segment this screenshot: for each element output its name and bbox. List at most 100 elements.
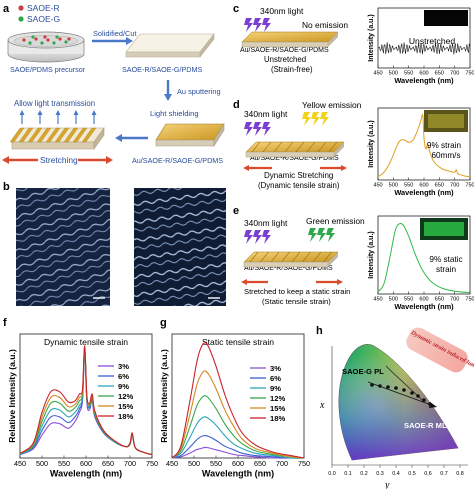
- panel-g-series-15%: [171, 370, 305, 459]
- panel-f-legend-label: 15%: [118, 402, 133, 411]
- yellow-emission-icon: [311, 112, 320, 126]
- panel-e-tick-label: 600: [419, 297, 428, 303]
- uv-light-icon: [244, 122, 253, 136]
- panel-g-series-12%: [171, 395, 305, 459]
- green-emission-icon: [308, 228, 317, 242]
- crack-line: [312, 251, 322, 263]
- particle-dot: [67, 37, 71, 41]
- sputter-label: Au sputtering: [177, 87, 221, 96]
- uv-light-icon: [262, 18, 271, 32]
- panel-c-tick-label: 700: [450, 71, 459, 77]
- panel-h: h Dynamic strain induced luminescence SA…: [316, 325, 474, 489]
- crack-line: [281, 251, 290, 263]
- panel-d-xlabel: Wavelength (nm): [394, 188, 454, 197]
- uv-light-icon: [262, 230, 271, 244]
- panel-c-tick-label: 650: [435, 71, 444, 77]
- panel-d-state: Dynamic Stretching: [264, 171, 333, 180]
- uv-light-icon: [253, 18, 262, 32]
- panel-g-tick-label: 750: [298, 459, 310, 468]
- pdms-layer: [245, 151, 335, 158]
- panel-f-tick-label: 750: [146, 459, 158, 468]
- panel-b-letter: b: [3, 181, 10, 193]
- gold-stripe: [54, 127, 70, 143]
- panel-e-tick-label: 650: [435, 297, 444, 303]
- panel-e-tick-label: 450: [373, 297, 382, 303]
- panel-e-tick-label: 500: [389, 297, 398, 303]
- saoe-g-dot: [18, 16, 24, 22]
- crack-line: [323, 251, 332, 263]
- panel-g-legend-label: 9%: [270, 384, 281, 393]
- panel-f-xlabel: Wavelength (nm): [50, 468, 122, 478]
- legend-saoe-r: SAOE-R: [27, 3, 60, 13]
- particle-dot: [55, 35, 59, 39]
- panel-g-tick-label: 550: [210, 459, 222, 468]
- panel-f-tick-label: 650: [102, 459, 114, 468]
- crack-line: [262, 141, 272, 153]
- panel-d-device: Au/SAOE-R/SAOE-G/PDMS: [250, 155, 339, 162]
- panel-e-plot: 450 500 550 600 650 700 750 Wavelength (nm) Inte…: [368, 215, 474, 311]
- panel-f-legend-label: 3%: [118, 362, 129, 371]
- crack-line: [270, 251, 280, 263]
- panel-c-schematic: c 340nm light No emission Au/SAOE-R/SAOE…: [233, 3, 348, 74]
- cie-trend-arrow: [367, 381, 435, 407]
- gold-stripe: [18, 127, 34, 143]
- crack-line: [249, 251, 259, 263]
- panel-c-light: 340nm light: [260, 6, 304, 16]
- yellow-emission-icon: [302, 112, 311, 126]
- panel-g-tick-label: 650: [254, 459, 266, 468]
- crack-line: [284, 141, 294, 153]
- panel-c-xlabel: Wavelength (nm): [394, 76, 454, 85]
- transmission-arrows: [19, 110, 97, 124]
- crack-line: [251, 141, 261, 153]
- panel-c-letter: c: [233, 3, 239, 15]
- panel-g-legend-label: 3%: [270, 364, 281, 373]
- panel-e-series-line: [377, 222, 471, 294]
- film-label: SAOE-R/SAOE-G/PDMS: [122, 65, 202, 74]
- panel-d-tick-label: 700: [450, 183, 459, 189]
- panel-d-tick-label: 600: [419, 183, 428, 189]
- panel-d-tick-label: 750: [465, 183, 474, 189]
- cie-x-tick-label: 0.6: [424, 471, 432, 477]
- green-emission-icon: [317, 228, 326, 242]
- panel-d-letter: d: [233, 99, 240, 111]
- panel-e-tick-label: 550: [404, 297, 413, 303]
- cie-point: [410, 391, 414, 395]
- panel-g-legend-label: 18%: [270, 414, 285, 423]
- gold-stripe: [27, 127, 43, 143]
- petri-dish: [7, 31, 85, 63]
- cie-x-tick-label: 0.0: [328, 471, 336, 477]
- panel-g-tick-label: 700: [276, 459, 288, 468]
- panel-c-emission: No emission: [302, 20, 348, 30]
- uv-light-icon: [253, 122, 262, 136]
- particle-dot: [31, 35, 35, 39]
- panel-d-tick-label: 450: [373, 183, 382, 189]
- pdms-layer: [241, 41, 329, 48]
- panel-c-series-line: [377, 42, 471, 55]
- panel-d-tick-label: 650: [435, 183, 444, 189]
- panel-c-tick-label: 450: [373, 71, 382, 77]
- panel-d-plot-label2: 60mm/s: [431, 151, 460, 160]
- panel-c-ylabel: Intensity (a.u.): [368, 14, 375, 61]
- panel-e-light: 340nm light: [244, 218, 288, 228]
- cie-point: [386, 385, 390, 389]
- cie-point: [416, 394, 420, 398]
- panel-d-ylabel: Intensity (a.u.): [368, 120, 375, 167]
- gold-film: [155, 122, 225, 148]
- panel-f-series-18%: [19, 345, 153, 456]
- gold-stripe: [63, 127, 79, 143]
- gold-layer: [243, 251, 339, 263]
- saoe-r-dot: [18, 5, 24, 11]
- panel-c-tick-label: 750: [465, 71, 474, 77]
- panel-e-letter: e: [233, 205, 239, 217]
- panel-g-tick-label: 450: [166, 459, 178, 468]
- gold-layer: [245, 141, 345, 153]
- gold-stripe: [36, 127, 52, 143]
- sem-image-right: [134, 188, 226, 306]
- panel-c-tick-label: 500: [389, 71, 398, 77]
- gold-stripe: [9, 127, 25, 143]
- panel-a: a SAOE-R SAOE-G SAOE/PDMS precursor Soli…: [2, 3, 225, 165]
- gold-stripe: [72, 127, 88, 143]
- legend-saoe-g: SAOE-G: [27, 14, 60, 24]
- pdms-layer: [243, 261, 329, 268]
